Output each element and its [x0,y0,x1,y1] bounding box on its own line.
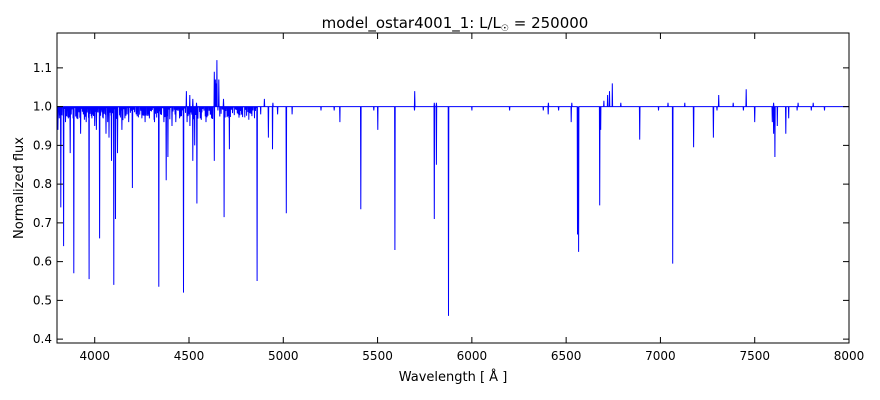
y-tick-label: 0.4 [33,332,52,346]
sun-symbol: ☉ [501,24,509,34]
y-axis: 0.4 0.5 0.6 0.7 0.8 0.9 1.0 1.1 [33,61,849,346]
x-tick-label: 4000 [79,349,110,363]
x-tick-label: 5500 [362,349,393,363]
x-tick-label: 8000 [834,349,865,363]
spectrum-line [57,60,849,316]
chart-title: model_ostar4001_1: L/L☉ = 250000 [322,14,589,34]
y-axis-title: Normalized flux [12,137,27,239]
y-tick-label: 0.9 [33,138,52,152]
x-tick-label: 6500 [551,349,582,363]
x-tick-label: 6000 [457,349,488,363]
x-tick-label: 7500 [739,349,770,363]
y-tick-label: 0.8 [33,177,52,191]
x-tick-label: 4500 [174,349,205,363]
x-tick-label: 7000 [645,349,676,363]
y-tick-label: 0.7 [33,216,52,230]
y-tick-label: 0.6 [33,255,52,269]
y-tick-label: 0.5 [33,293,52,307]
x-tick-label: 5000 [268,349,299,363]
x-axis: 4000 4500 5000 5500 6000 6500 7000 7500 8000 [79,33,864,363]
x-axis-title: Wavelength [ Å ] [399,369,508,385]
plot-frame [56,32,850,344]
y-tick-label: 1.1 [33,61,52,75]
y-tick-label: 1.0 [33,100,52,114]
